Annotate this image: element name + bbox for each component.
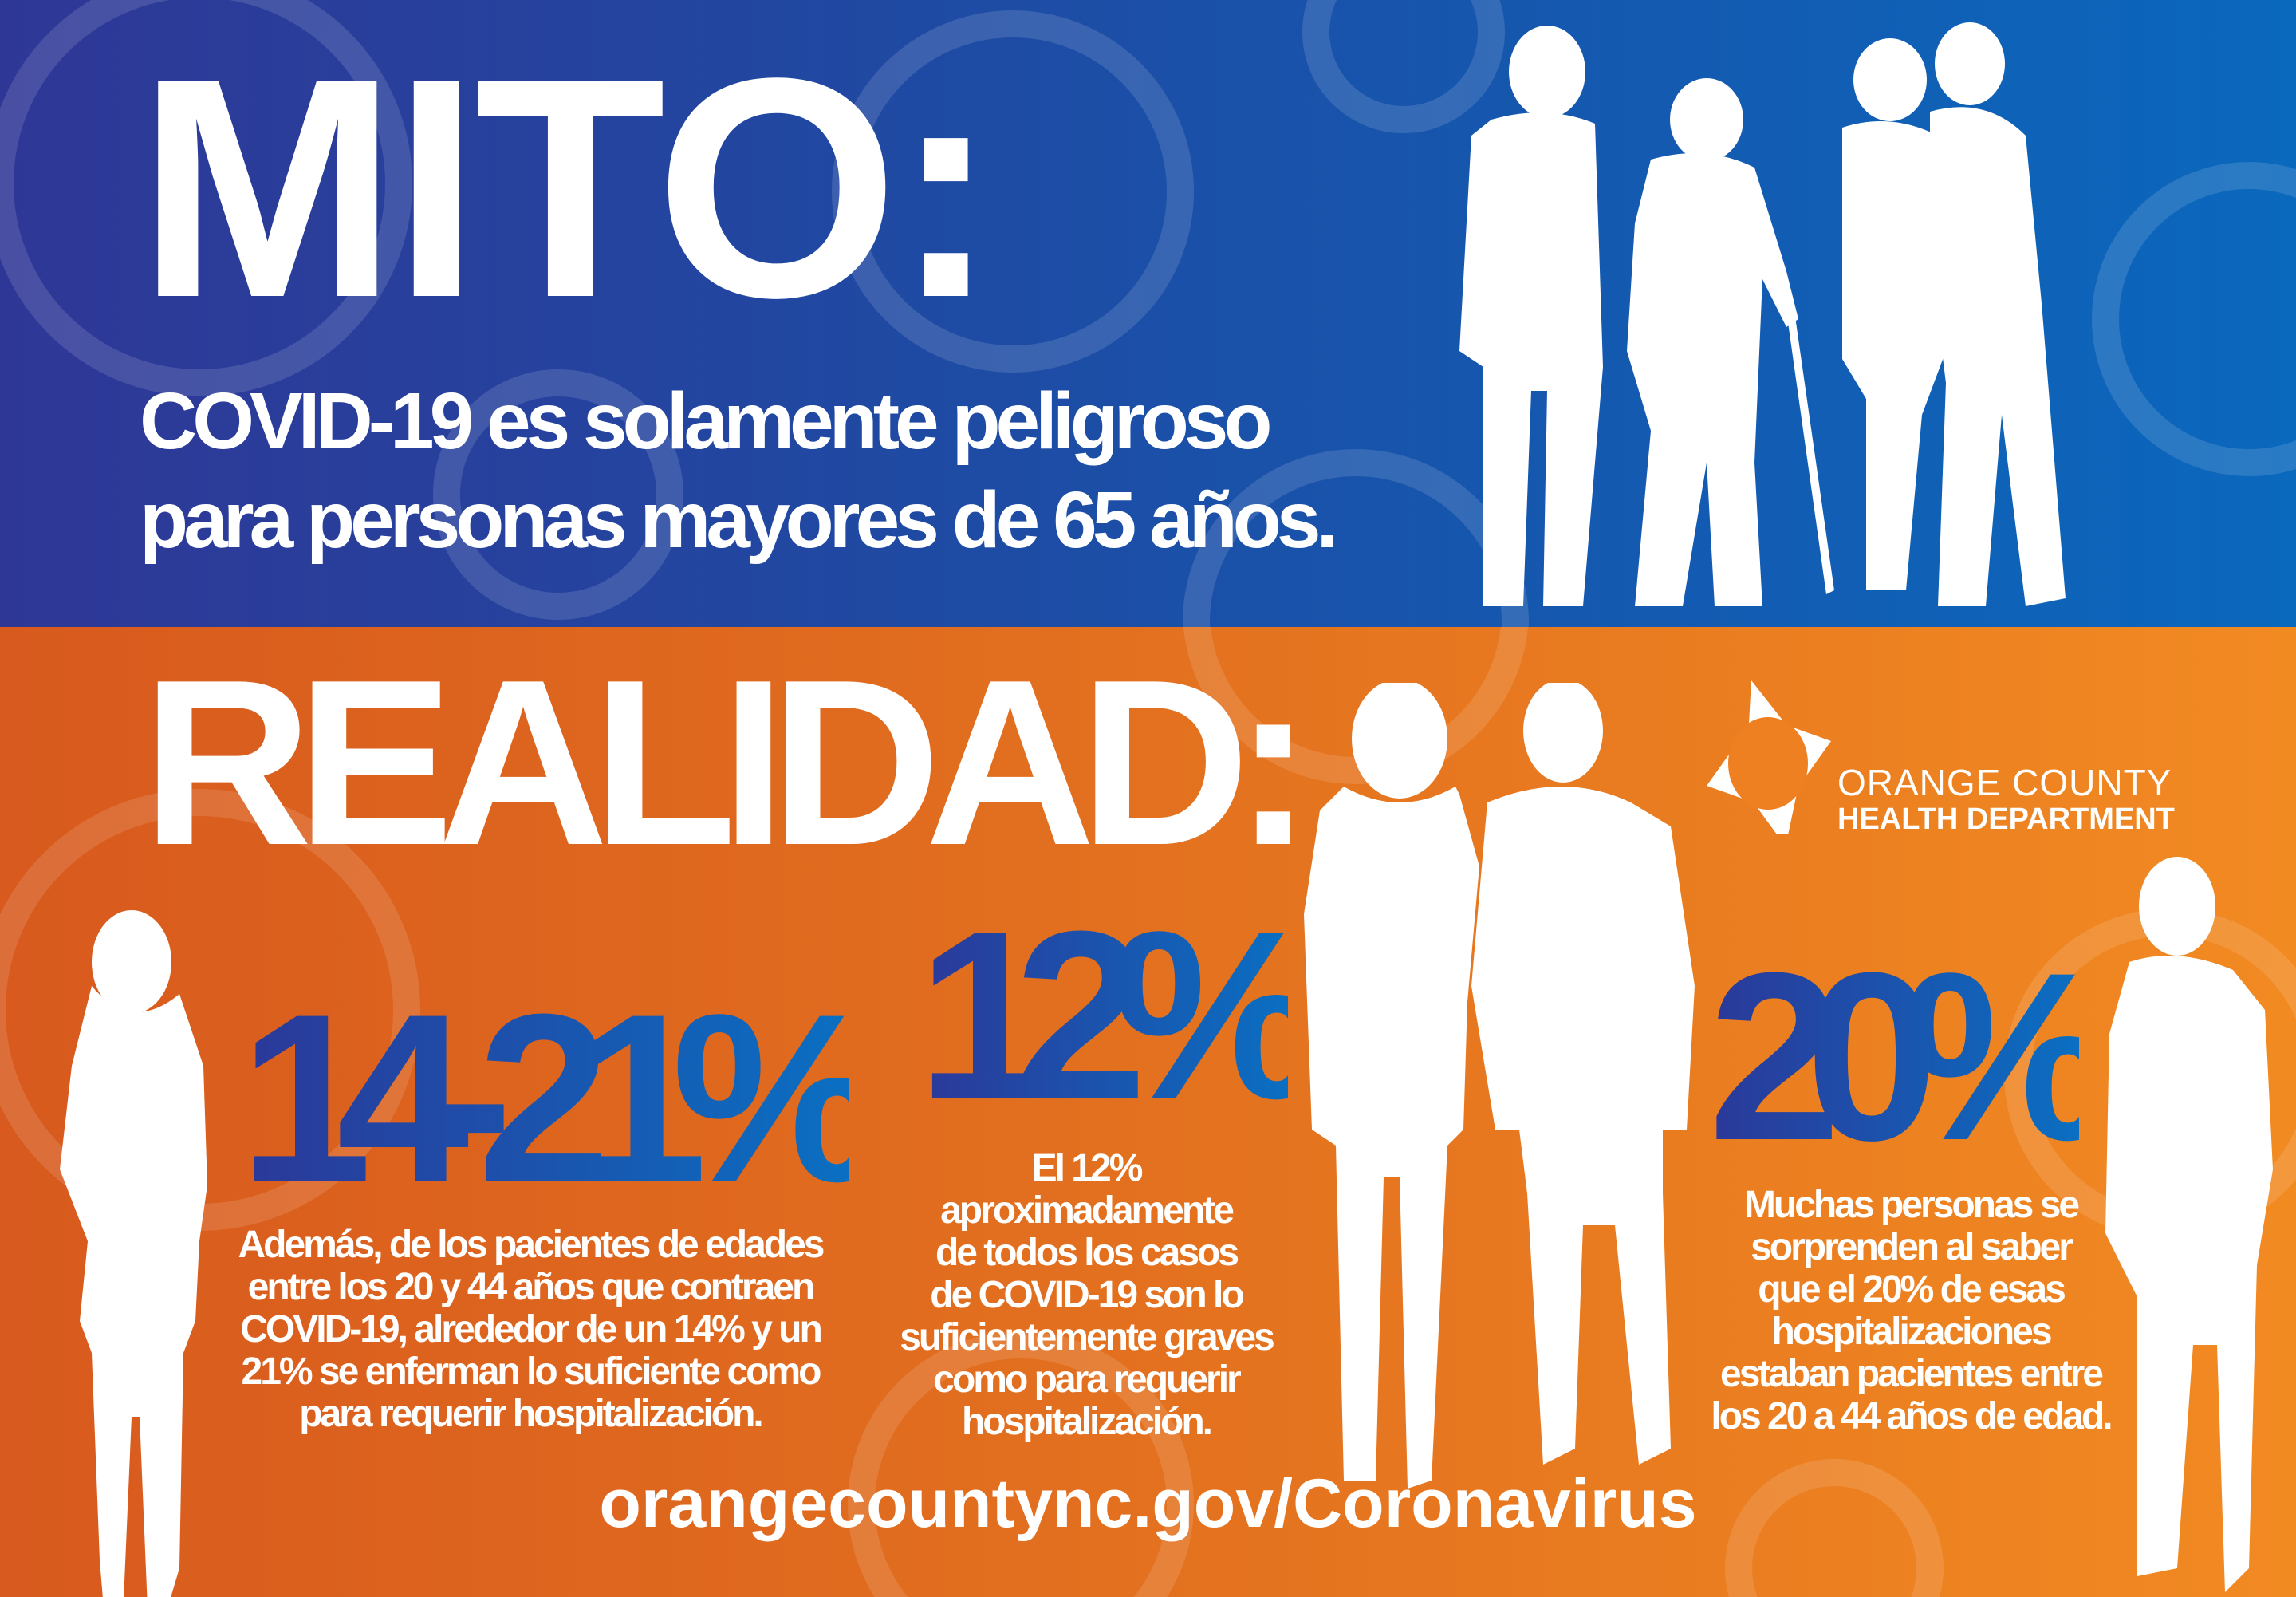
reality-heading: REALIDAD: (142, 630, 1313, 894)
woman-silhouette (60, 910, 207, 1597)
reality-section: ORANGE COUNTY HEALTH DEPARTMENT REALIDAD… (0, 627, 2296, 1597)
myth-statement-line-2: para personas mayores de 65 años. (140, 475, 1338, 565)
stat-value-12: 12% (917, 881, 1324, 1149)
website-link[interactable]: orangecountync.gov/Coronavirus (599, 1465, 1697, 1542)
description-line: que el 20% de esas (1758, 1268, 2066, 1311)
description-line: entre los 20 y 44 años que contraen (247, 1266, 816, 1308)
myth-statement-line-1: COVID-19 es solamente peligroso (140, 377, 1272, 466)
description-line: para requerir hospitalización. (299, 1393, 764, 1435)
elderly-people-silhouette (1459, 22, 2066, 607)
man-silhouette (2105, 857, 2273, 1592)
stat-description-20: Muchas personas se sorprenden al saber q… (1664, 1184, 2158, 1437)
couple-silhouette (1304, 683, 1695, 1489)
logo-text-health-department: HEALTH DEPARTMENT (1837, 802, 2175, 836)
orange-county-logo-icon (1707, 680, 1831, 834)
myth-section: MITO: COVID-19 es solamente peligroso pa… (0, 0, 2296, 627)
stat-description-12: El 12% aproximadamente de todos los caso… (879, 1147, 1294, 1443)
description-line: de COVID-19 son lo (930, 1274, 1244, 1316)
description-line: hospitalización. (961, 1401, 1213, 1443)
description-line: El 12% (1031, 1147, 1144, 1189)
description-line: los 20 a 44 años de edad. (1711, 1395, 2113, 1437)
stat-value-20: 20% (1708, 922, 2115, 1190)
description-line: 21% se enferman lo suficiente como (241, 1351, 822, 1393)
logo-text-orange-county: ORANGE COUNTY (1837, 762, 2172, 803)
description-line: suficientemente graves (900, 1316, 1275, 1358)
description-line: COVID-19, alrededor de un 14% y un (240, 1308, 823, 1351)
stat-value-14-21: 14-21% (239, 964, 884, 1232)
description-line: hospitalizaciones (1771, 1311, 2052, 1353)
myth-heading: MITO: (137, 14, 998, 363)
description-line: Además, de los pacientes de edades (238, 1224, 825, 1266)
description-line: sorprenden al saber (1751, 1226, 2073, 1268)
description-line: de todos los casos (935, 1232, 1239, 1274)
description-line: Muchas personas se (1743, 1184, 2080, 1226)
virus-background-pattern (0, 0, 2296, 627)
description-line: estaban pacientes entre (1720, 1353, 2104, 1395)
description-line: aproximadamente (940, 1189, 1235, 1232)
description-line: como para requerir (933, 1358, 1241, 1401)
stat-description-14-21: Además, de los pacientes de edades entre… (195, 1224, 865, 1435)
